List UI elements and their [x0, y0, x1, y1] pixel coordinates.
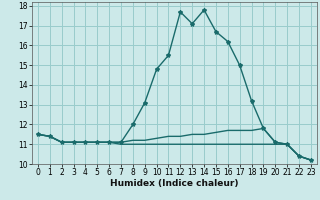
X-axis label: Humidex (Indice chaleur): Humidex (Indice chaleur) [110, 179, 239, 188]
